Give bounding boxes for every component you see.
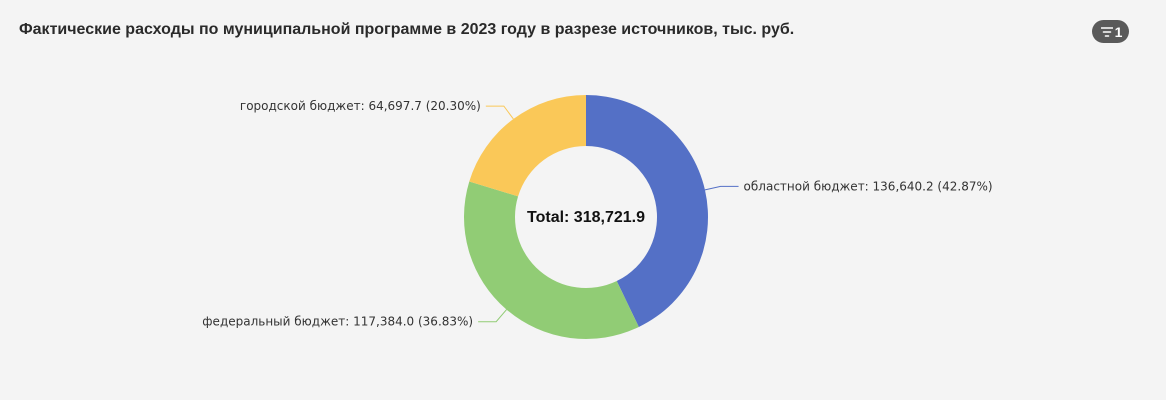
label-leader-line [478, 309, 507, 323]
chart-title: Фактические расходы по муниципальной про… [19, 21, 795, 38]
slice-label: городской бюджет: 64,697.7 (20.30%) [240, 99, 481, 113]
slice-label: областной бюджет: 136,640.2 (42.87%) [744, 179, 993, 193]
donut-slice[interactable] [469, 95, 586, 197]
filter-count: 1 [1114, 23, 1123, 40]
label-leader-line [704, 185, 739, 191]
slice-label: федеральный бюджет: 117,384.0 (36.83%) [202, 315, 473, 329]
filter-icon [1100, 26, 1113, 37]
donut-slice[interactable] [586, 95, 708, 327]
total-label: Total: 318,721.9 [527, 209, 645, 226]
donut-slice[interactable] [464, 181, 639, 339]
filter-button[interactable]: 1 [1092, 20, 1129, 43]
label-leader-line [485, 105, 514, 120]
